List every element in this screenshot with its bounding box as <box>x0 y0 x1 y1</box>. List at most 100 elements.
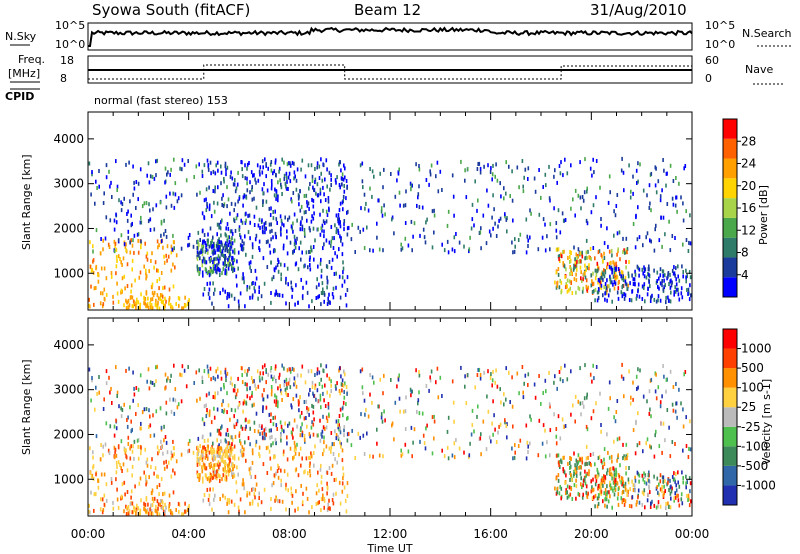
scatter-cell <box>606 278 608 283</box>
scatter-cell <box>263 182 265 187</box>
scatter-cell <box>262 405 264 410</box>
scatter-cell <box>156 158 158 163</box>
scatter-cell <box>90 284 92 289</box>
scatter-cell <box>180 399 183 404</box>
scatter-cell <box>538 374 540 378</box>
scatter-cell <box>121 482 124 487</box>
scatter-cell <box>534 395 537 400</box>
scatter-cell <box>664 283 666 288</box>
scatter-cell <box>210 474 213 479</box>
scatter-cell <box>288 421 291 426</box>
scatter-cell <box>157 474 160 479</box>
scatter-cell <box>242 203 244 208</box>
scatter-cell <box>137 403 139 408</box>
scatter-cell <box>88 303 90 308</box>
scatter-cell <box>201 465 204 470</box>
scatter-cell <box>327 300 330 305</box>
scatter-cell <box>345 179 348 183</box>
scatter-cell <box>675 277 677 282</box>
scatter-cell <box>98 169 100 173</box>
scatter-cell <box>325 238 328 243</box>
scatter-cell <box>215 256 217 261</box>
scatter-cell <box>102 201 105 205</box>
scatter-cell <box>451 453 454 458</box>
scatter-cell <box>583 272 585 277</box>
scatter-cell <box>139 167 142 172</box>
scatter-cell <box>160 477 163 481</box>
scatter-cell <box>251 295 254 300</box>
scatter-cell <box>276 427 278 431</box>
scatter-cell <box>662 421 665 426</box>
scatter-cell <box>293 367 295 372</box>
scatter-cell <box>208 270 210 274</box>
scatter-cell <box>363 246 366 250</box>
scatter-cell <box>418 184 420 189</box>
scatter-cell <box>604 503 606 508</box>
scatter-cell <box>285 280 287 285</box>
scatter-cell <box>222 246 224 251</box>
scatter-cell <box>130 419 132 424</box>
scatter-cell <box>219 256 221 261</box>
scatter-cell <box>326 373 328 378</box>
scatter-cell <box>157 245 159 250</box>
scatter-cell <box>227 468 229 473</box>
scatter-cell <box>596 467 599 472</box>
scatter-cell <box>680 291 683 296</box>
scatter-cell <box>396 178 398 183</box>
scatter-cell <box>91 378 93 383</box>
scatter-cell <box>371 194 373 199</box>
scatter-cell <box>594 287 597 292</box>
scatter-cell <box>332 452 335 456</box>
scatter-cell <box>285 176 288 181</box>
scatter-cell <box>208 185 210 190</box>
scatter-cell <box>218 465 220 470</box>
scatter-cell <box>323 398 325 403</box>
scatter-cell <box>579 195 582 200</box>
scatter-cell <box>90 490 92 495</box>
scatter-cell <box>641 284 644 289</box>
scatter-cell <box>574 394 577 399</box>
scatter-cell <box>305 250 308 255</box>
scatter-cell <box>161 500 164 505</box>
scatter-cell <box>654 183 657 188</box>
scatter-cell <box>637 488 640 493</box>
scatter-cell <box>275 217 278 222</box>
scatter-cell <box>170 456 173 461</box>
scatter-cell <box>262 409 264 413</box>
scatter-cell <box>206 271 209 276</box>
scatter-cell <box>205 267 207 272</box>
scatter-cell <box>306 409 309 414</box>
scatter-cell <box>238 303 240 308</box>
scatter-cell <box>217 254 220 259</box>
scatter-cell <box>443 454 446 459</box>
scatter-cell <box>297 473 300 478</box>
scatter-cell <box>511 240 513 245</box>
scatter-cell <box>244 220 247 225</box>
scatter-cell <box>164 229 167 233</box>
scatter-cell <box>249 426 251 431</box>
scatter-cell <box>135 180 138 184</box>
scatter-cell <box>682 407 684 412</box>
scatter-cell <box>99 251 102 256</box>
scatter-cell <box>283 160 285 165</box>
scatter-cell <box>207 163 210 168</box>
scatter-cell <box>441 394 443 398</box>
scatter-cell <box>217 391 219 396</box>
scatter-cell <box>558 254 561 258</box>
scatter-cell <box>271 388 273 393</box>
scatter-cell <box>542 391 544 395</box>
scatter-cell <box>264 363 266 368</box>
scatter-cell <box>582 198 585 203</box>
scatter-cell <box>311 179 314 183</box>
scatter-cell <box>211 450 214 455</box>
scatter-cell <box>273 193 276 198</box>
scatter-cell <box>334 429 336 434</box>
scatter-cell <box>326 264 329 269</box>
scatter-cell <box>668 488 670 492</box>
scatter-cell <box>581 485 583 490</box>
scatter-cell <box>516 371 519 376</box>
scatter-cell <box>568 485 571 490</box>
scatter-cell <box>197 239 199 244</box>
scatter-cell <box>295 446 297 451</box>
scatter-cell <box>494 427 496 432</box>
